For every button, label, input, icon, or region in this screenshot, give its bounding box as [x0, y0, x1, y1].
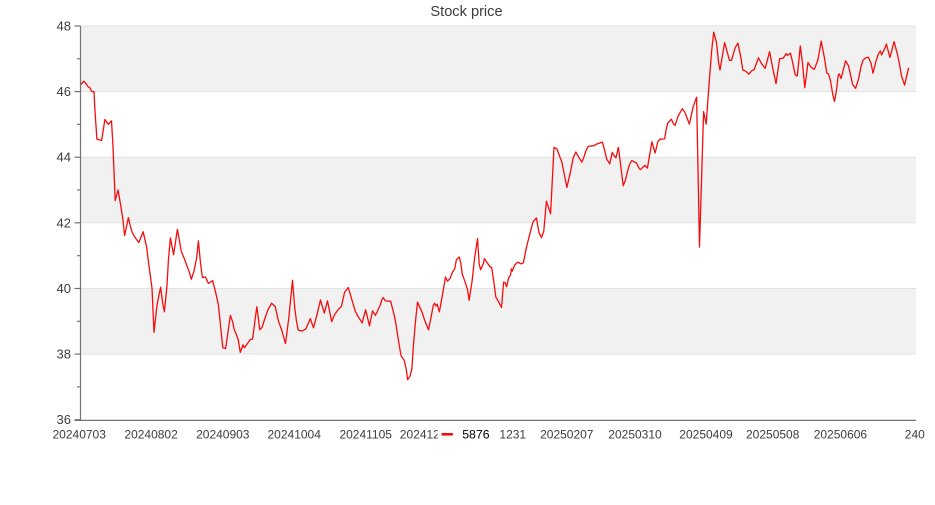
svg-text:20240802: 20240802 [124, 428, 178, 442]
svg-text:40: 40 [57, 281, 71, 296]
svg-text:20250310: 20250310 [608, 428, 662, 442]
svg-text:48: 48 [57, 19, 71, 34]
svg-text:20240903: 20240903 [196, 428, 250, 442]
svg-text:Stock price: Stock price [430, 4, 502, 20]
svg-text:36: 36 [57, 412, 71, 427]
svg-text:20241105: 20241105 [339, 428, 392, 442]
svg-text:20250207: 20250207 [540, 428, 594, 442]
svg-text:20250409: 20250409 [679, 428, 733, 442]
svg-text:20250508: 20250508 [746, 428, 800, 442]
svg-text:20250606: 20250606 [814, 428, 868, 442]
svg-text:46: 46 [57, 84, 71, 99]
svg-text:240: 240 [905, 428, 925, 442]
svg-text:5876: 5876 [462, 428, 490, 442]
svg-text:20241004: 20241004 [268, 428, 322, 442]
svg-text:20240703: 20240703 [53, 428, 107, 442]
svg-text:42: 42 [57, 215, 71, 230]
svg-text:44: 44 [57, 150, 71, 165]
svg-text:38: 38 [57, 347, 71, 362]
